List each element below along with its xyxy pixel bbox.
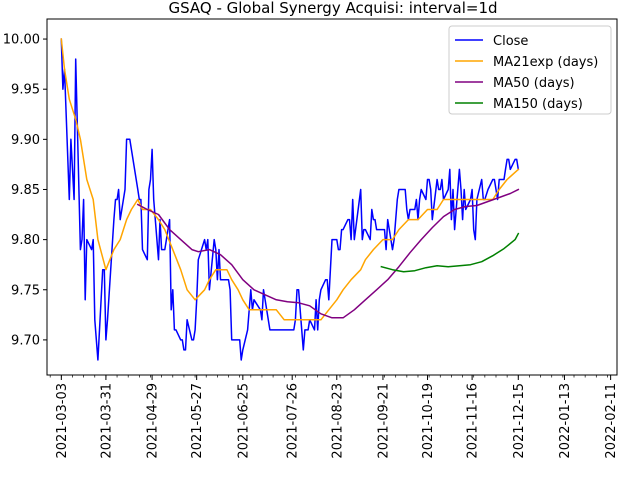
axes-frame <box>46 18 618 376</box>
plot-area <box>60 38 520 361</box>
x-tick-label: 2021-09-21 <box>376 383 391 459</box>
y-tick-label: 9.80 <box>11 233 40 248</box>
x-tick-label: 2021-03-31 <box>99 383 114 459</box>
x-tick-label: 2022-01-13 <box>558 383 573 459</box>
legend-label-3: MA150 (days) <box>493 97 583 112</box>
y-tick-label: 9.75 <box>11 283 40 298</box>
x-tick-label: 2021-11-16 <box>466 383 481 459</box>
x-tick-label: 2021-10-19 <box>421 383 436 459</box>
legend-frame <box>448 25 612 115</box>
x-tick-label: 2021-03-03 <box>55 383 70 459</box>
y-tick-label: 9.70 <box>11 333 40 348</box>
y-tick-label: 9.95 <box>11 83 40 98</box>
axes: 9.70 9.75 9.80 9.85 9.90 9.95 10.00 2021-03-03 2… <box>3 18 619 459</box>
legend: Close MA21exp (days) MA50 (days) MA150 (day… <box>448 25 612 115</box>
x-tick-label: 2021-08-23 <box>330 383 345 459</box>
legend-label-1: MA21exp (days) <box>493 55 598 70</box>
x-tick-label: 2021-12-15 <box>512 383 527 459</box>
x-tick-label: 2022-02-11 <box>604 383 619 459</box>
x-tick-label: 2021-07-26 <box>286 383 301 459</box>
y-tick-label: 10.00 <box>3 33 40 48</box>
y-tick-label: 9.90 <box>11 133 40 148</box>
series-line-3 <box>380 232 520 273</box>
series-line-2 <box>136 188 520 319</box>
legend-label-2: MA50 (days) <box>493 76 575 91</box>
legend-label-0: Close <box>493 34 528 49</box>
series-line-1 <box>60 38 520 321</box>
x-tick-label: 2021-04-29 <box>146 383 161 459</box>
x-tick-label: 2021-05-27 <box>190 383 205 459</box>
y-tick-label: 9.85 <box>11 183 40 198</box>
chart-title: GSAQ - Global Synergy Acquisi: interval=… <box>168 0 497 17</box>
x-tick-label: 2021-06-25 <box>236 383 251 459</box>
series-line-0 <box>60 38 520 361</box>
